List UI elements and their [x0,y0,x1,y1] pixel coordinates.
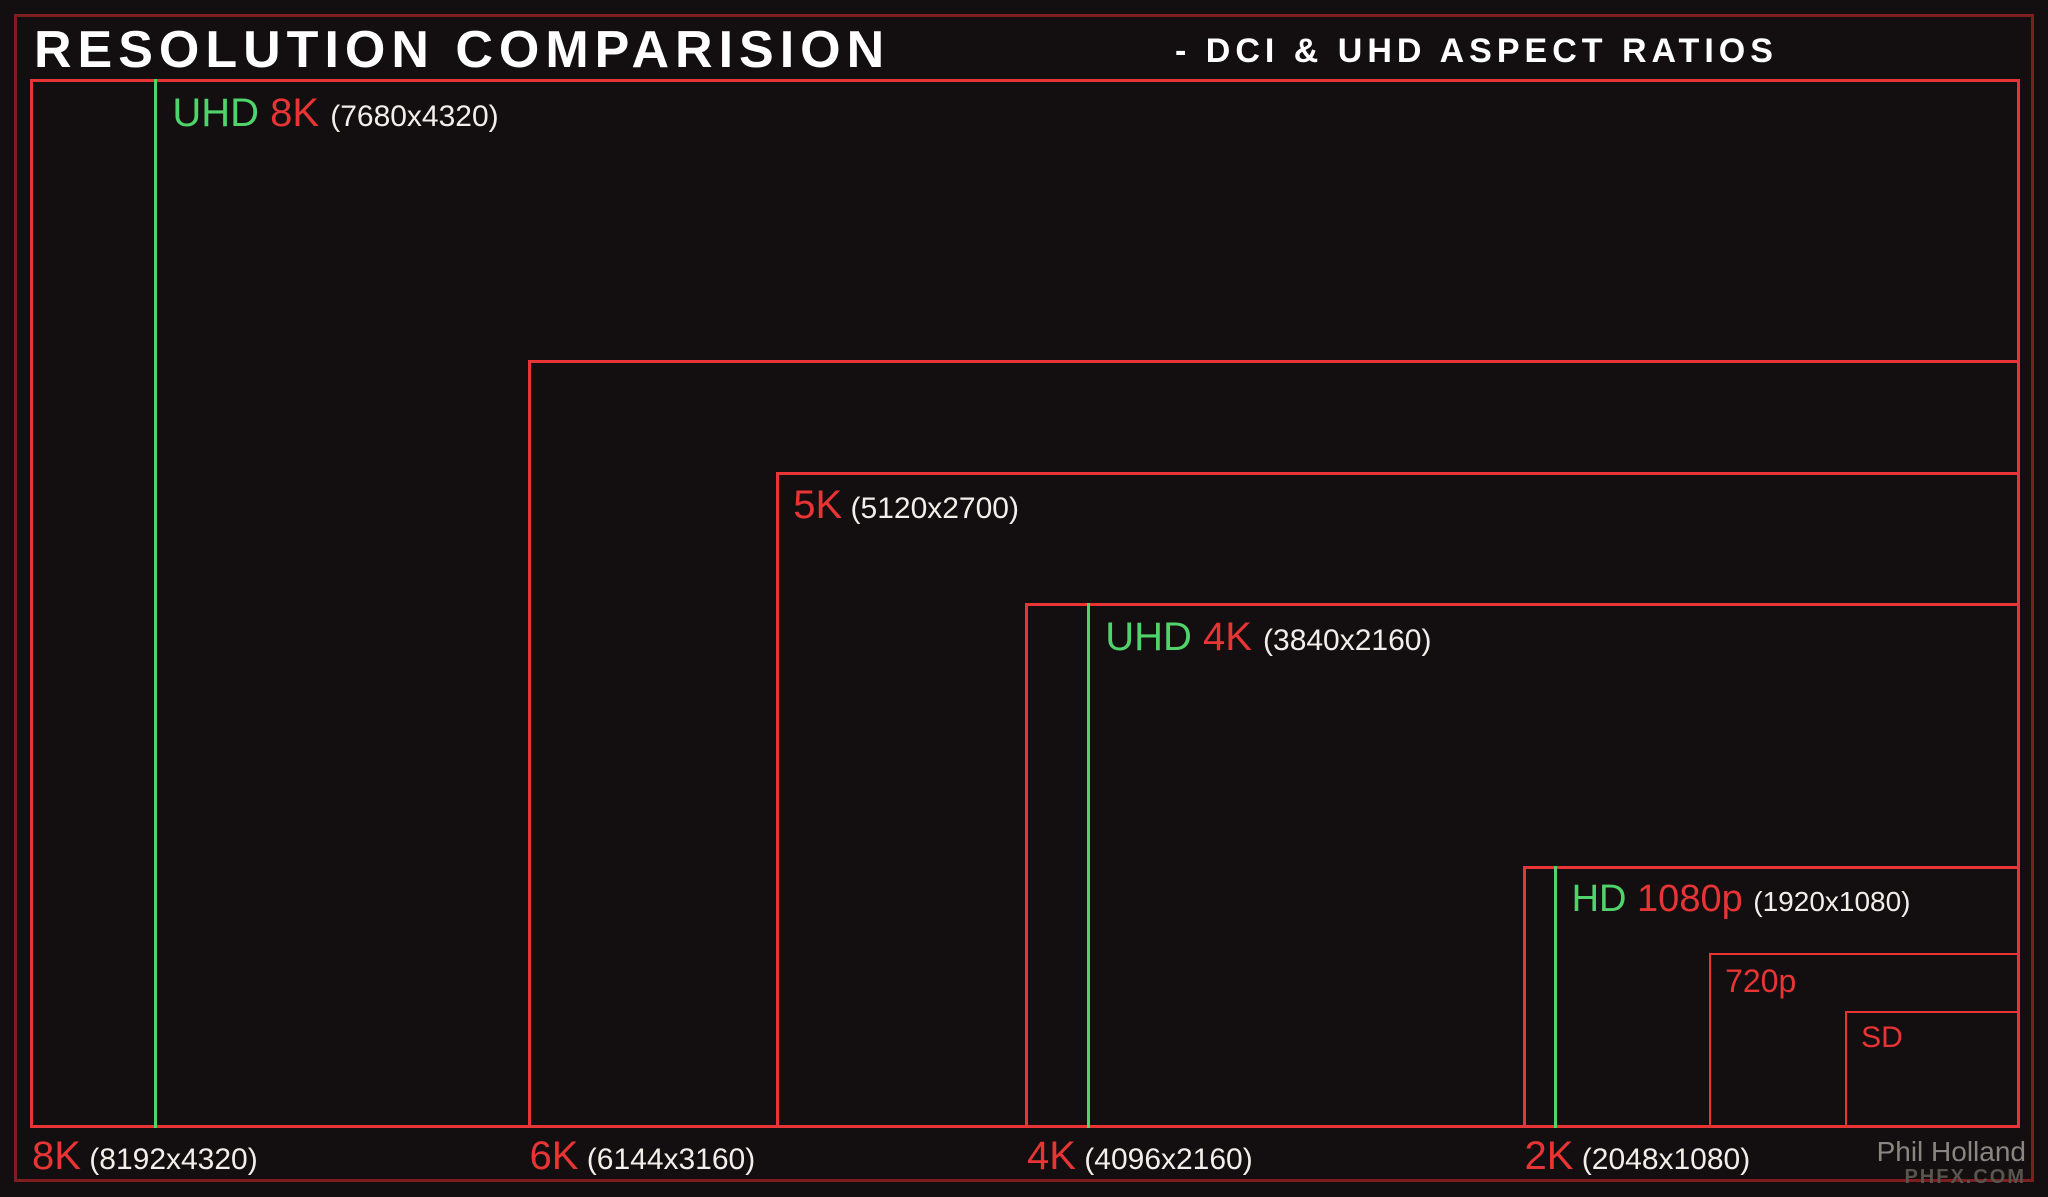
resolution-chart: 5K (5120x2700)720pSDUHD 8K (7680x4320)UH… [30,78,2020,1128]
title-main: RESOLUTION COMPARISION [34,20,890,80]
dci-bottom-label-2k: 2K (2048x1080) [1525,1136,1751,1176]
dci-bottom-dims-6k: (6144x3160) [578,1143,755,1176]
uhd-name-hd1080: 1080p [1637,878,1753,920]
dci-bottom-dims-8k: (8192x4320) [81,1143,258,1176]
uhd-label-uhd4k: UHD 4K (3840x2160) [1105,617,1431,657]
dci-bottom-dims-4k: (4096x2160) [1076,1143,1253,1176]
credit-site: PHFX.COM [1904,1166,2026,1189]
dci-bottom-name-8k: 8K [32,1134,81,1178]
dci-bottom-label-8k: 8K (8192x4320) [32,1136,258,1176]
dci-label-sd: SD [1861,1023,1903,1053]
uhd-prefix-uhd8k: UHD [172,91,270,135]
dci-bottom-dims-2k: (2048x1080) [1573,1143,1750,1176]
uhd-prefix-hd1080: HD [1572,878,1637,920]
credit-author: Phil Holland [1877,1136,2026,1168]
uhd-line-uhd4k [1087,603,1090,1128]
uhd-dims-hd1080: (1920x1080) [1753,886,1910,917]
uhd-label-hd1080: HD 1080p (1920x1080) [1572,880,1911,918]
dci-bottom-label-4k: 4K (4096x2160) [1027,1136,1253,1176]
uhd-line-hd1080 [1554,866,1557,1128]
baseline [30,1125,2020,1128]
uhd-name-uhd4k: 4K [1203,615,1263,659]
uhd-line-uhd8k [154,79,157,1128]
dci-bottom-label-6k: 6K (6144x3160) [530,1136,756,1176]
uhd-dims-uhd8k: (7680x4320) [330,100,498,133]
dci-bottom-name-4k: 4K [1027,1134,1076,1178]
uhd-name-uhd8k: 8K [270,91,330,135]
dci-box-sd: SD [1845,1011,2020,1128]
dci-label-5k: 5K (5120x2700) [793,485,1019,525]
uhd-label-uhd8k: UHD 8K (7680x4320) [172,93,498,133]
uhd-dims-uhd4k: (3840x2160) [1263,624,1431,657]
dci-bottom-name-6k: 6K [530,1134,579,1178]
uhd-prefix-uhd4k: UHD [1105,615,1203,659]
dci-bottom-name-2k: 2K [1525,1134,1574,1178]
title-sub: - DCI & UHD ASPECT RATIOS [1175,32,1778,71]
dci-label-720p: 720p [1725,965,1796,997]
